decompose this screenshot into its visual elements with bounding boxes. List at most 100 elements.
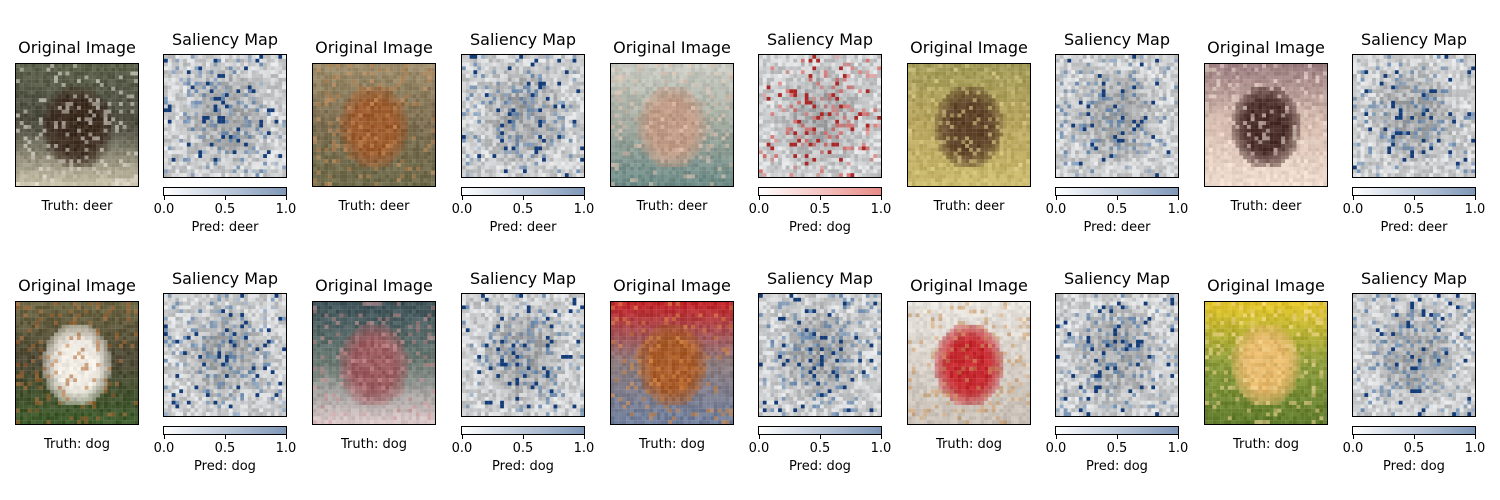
saliency-map bbox=[758, 54, 882, 178]
panel-title: Original Image bbox=[1184, 276, 1348, 296]
colorbar-tick bbox=[224, 196, 226, 200]
saliency-map bbox=[461, 54, 585, 178]
saliency-map bbox=[1055, 54, 1179, 178]
truth-label: Truth: deer bbox=[292, 199, 456, 215]
colorbar-tick-label: 0.0 bbox=[144, 441, 184, 457]
colorbar-tick-label: 0.5 bbox=[1394, 441, 1434, 457]
truth-label: Truth: dog bbox=[1184, 437, 1348, 453]
colorbar-tick bbox=[1352, 196, 1354, 200]
colorbar-tick-label: 1.0 bbox=[266, 202, 306, 218]
colorbar-tick-label: 1.0 bbox=[861, 202, 901, 218]
original-image-pixels bbox=[16, 64, 138, 186]
colorbar-tick bbox=[461, 435, 463, 439]
saliency-map-pixels bbox=[759, 294, 881, 416]
panel-title: Original Image bbox=[292, 38, 456, 58]
panel-title: Saliency Map bbox=[143, 30, 307, 50]
original-image-pixels bbox=[16, 302, 138, 424]
truth-label: Truth: deer bbox=[887, 199, 1051, 215]
colorbar-tick bbox=[819, 435, 821, 439]
colorbar-tick bbox=[461, 196, 463, 200]
panel-title: Original Image bbox=[292, 276, 456, 296]
saliency-map-pixels bbox=[462, 55, 584, 177]
saliency-map-pixels bbox=[1353, 294, 1475, 416]
colorbar-tick bbox=[163, 435, 165, 439]
colorbar bbox=[1055, 426, 1179, 435]
colorbar-tick bbox=[1055, 196, 1057, 200]
colorbar-tick-label: 0.0 bbox=[144, 202, 184, 218]
colorbar-tick-label: 1.0 bbox=[564, 202, 604, 218]
original-image bbox=[610, 301, 734, 425]
saliency-map bbox=[461, 293, 585, 417]
colorbar-tick-label: 0.5 bbox=[800, 202, 840, 218]
original-image bbox=[15, 301, 139, 425]
saliency-map-pixels bbox=[164, 55, 286, 177]
colorbar-tick bbox=[1177, 435, 1179, 439]
colorbar-tick-label: 0.0 bbox=[1036, 202, 1076, 218]
saliency-map bbox=[758, 293, 882, 417]
pred-label: Pred: deer bbox=[1332, 220, 1496, 236]
colorbar-tick bbox=[1352, 435, 1354, 439]
colorbar-tick-label: 0.5 bbox=[205, 202, 245, 218]
panel-title: Original Image bbox=[887, 38, 1051, 58]
colorbar bbox=[461, 187, 585, 196]
panel-title: Original Image bbox=[1184, 38, 1348, 58]
colorbar-tick-label: 0.0 bbox=[442, 202, 482, 218]
colorbar bbox=[163, 187, 287, 196]
original-image bbox=[1204, 301, 1328, 425]
original-image-pixels bbox=[908, 64, 1030, 186]
panel-title: Original Image bbox=[0, 38, 159, 58]
original-image bbox=[312, 301, 436, 425]
original-image bbox=[312, 63, 436, 187]
panel-title: Saliency Map bbox=[441, 30, 605, 50]
saliency-map-pixels bbox=[1056, 294, 1178, 416]
colorbar-tick-label: 1.0 bbox=[1455, 202, 1495, 218]
colorbar-tick-label: 0.0 bbox=[1333, 441, 1373, 457]
saliency-map bbox=[1055, 293, 1179, 417]
pred-label: Pred: dog bbox=[143, 459, 307, 475]
colorbar-tick bbox=[1474, 435, 1476, 439]
saliency-map-pixels bbox=[164, 294, 286, 416]
colorbar bbox=[758, 187, 882, 196]
colorbar-tick bbox=[1413, 196, 1415, 200]
colorbar-tick-label: 0.5 bbox=[205, 441, 245, 457]
panel-title: Saliency Map bbox=[738, 30, 902, 50]
colorbar-tick bbox=[285, 435, 287, 439]
colorbar-tick-label: 0.0 bbox=[442, 441, 482, 457]
colorbar-tick-label: 0.5 bbox=[1097, 441, 1137, 457]
colorbar-tick bbox=[285, 196, 287, 200]
saliency-map bbox=[1352, 54, 1476, 178]
pred-label: Pred: dog bbox=[738, 459, 902, 475]
original-image-pixels bbox=[611, 302, 733, 424]
colorbar-tick bbox=[1116, 196, 1118, 200]
colorbar-tick-label: 0.0 bbox=[1036, 441, 1076, 457]
panel-title: Original Image bbox=[590, 276, 754, 296]
colorbar bbox=[1352, 187, 1476, 196]
colorbar-tick bbox=[224, 435, 226, 439]
panel-title: Saliency Map bbox=[1035, 269, 1199, 289]
panel-title: Saliency Map bbox=[143, 269, 307, 289]
panel-title: Saliency Map bbox=[1035, 30, 1199, 50]
original-image-pixels bbox=[611, 64, 733, 186]
colorbar-tick bbox=[880, 196, 882, 200]
saliency-map bbox=[163, 293, 287, 417]
colorbar bbox=[758, 426, 882, 435]
colorbar-tick bbox=[1055, 435, 1057, 439]
colorbar bbox=[1352, 426, 1476, 435]
pred-label: Pred: dog bbox=[738, 220, 902, 236]
original-image-pixels bbox=[313, 64, 435, 186]
colorbar-tick bbox=[1116, 435, 1118, 439]
pred-label: Pred: deer bbox=[441, 220, 605, 236]
original-image bbox=[610, 63, 734, 187]
pred-label: Pred: dog bbox=[441, 459, 605, 475]
saliency-map-pixels bbox=[759, 55, 881, 177]
panel-title: Original Image bbox=[590, 38, 754, 58]
colorbar-tick-label: 0.5 bbox=[800, 441, 840, 457]
colorbar-tick-label: 1.0 bbox=[1158, 441, 1198, 457]
colorbar-tick bbox=[1474, 196, 1476, 200]
truth-label: Truth: deer bbox=[0, 199, 159, 215]
colorbar-tick-label: 0.5 bbox=[503, 202, 543, 218]
pred-label: Pred: deer bbox=[143, 220, 307, 236]
panel-title: Saliency Map bbox=[738, 269, 902, 289]
colorbar-tick-label: 1.0 bbox=[861, 441, 901, 457]
original-image-pixels bbox=[313, 302, 435, 424]
